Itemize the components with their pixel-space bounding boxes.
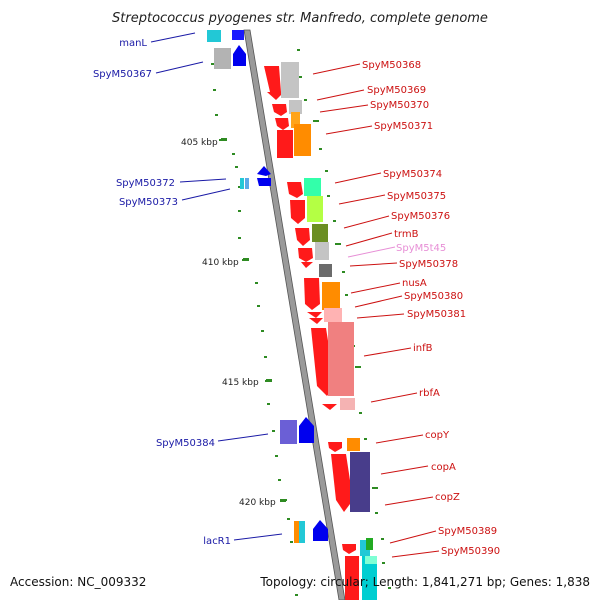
gene-label-spym50389: SpyM50389: [438, 526, 497, 537]
gene-label-spym50381: SpyM50381: [407, 309, 466, 320]
gene-label-spym50380: SpyM50380: [404, 291, 463, 302]
gene-label-spym50371: SpyM50371: [374, 121, 433, 132]
gene-label-spym50376: SpyM50376: [391, 211, 450, 222]
tick-label-420: 420 kbp: [239, 498, 276, 508]
gene-label-copz: copZ: [435, 492, 460, 503]
gene-label-spym50373: SpyM50373: [119, 197, 178, 208]
forward-strand-cds[interactable]: [264, 66, 359, 600]
gene-label-copa: copA: [431, 462, 456, 473]
gene-label-spym50370: SpyM50370: [370, 100, 429, 111]
gene-label-nusa: nusA: [402, 278, 427, 289]
accession-text: Accession: NC_009332: [10, 575, 146, 589]
tick-label-410: 410 kbp: [202, 258, 239, 268]
gene-label-spym50369: SpyM50369: [367, 85, 426, 96]
map-title: Streptococcus pyogenes str. Manfredo, co…: [112, 11, 488, 26]
forward-gene-labels[interactable]: SpyM50368 SpyM50369 SpyM50370 SpyM50371 …: [362, 60, 500, 557]
kbp-ticks: 405 kbp 410 kbp 415 kbp 420 kbp: [181, 138, 286, 508]
tick-label-415: 415 kbp: [222, 378, 259, 388]
gene-label-spym50375: SpyM50375: [387, 191, 446, 202]
reverse-strand-features[interactable]: [207, 30, 328, 543]
gene-label-lacr1: lacR1: [203, 536, 231, 547]
topology-text: Topology: circular; Length: 1,841,271 bp…: [259, 575, 590, 589]
gene-label-spym50372: SpyM50372: [116, 178, 175, 189]
gene-label-spym50384: SpyM50384: [156, 438, 215, 449]
gene-label-manl: manL: [119, 38, 147, 49]
gene-label-trmb: trmB: [394, 229, 419, 240]
tick-label-405: 405 kbp: [181, 138, 218, 148]
leader-lines-forward: [312, 63, 440, 558]
gene-label-spym50368: SpyM50368: [362, 60, 421, 71]
gene-label-spym50390: SpyM50390: [441, 546, 500, 557]
gene-label-rbfa: rbfA: [419, 388, 440, 399]
gene-label-spym50378: SpyM50378: [399, 259, 458, 270]
gene-label-infb: infB: [413, 343, 433, 354]
gene-label-spym5t45: SpyM5t45: [396, 243, 446, 254]
gene-label-spym50367: SpyM50367: [93, 69, 152, 80]
leader-line-trna: [347, 246, 396, 258]
gene-label-copy: copY: [425, 430, 450, 441]
forward-strand-cog-blocks[interactable]: [281, 62, 377, 600]
leader-lines-reverse: [150, 32, 283, 541]
reverse-gene-labels[interactable]: manL SpyM50367 SpyM50372 SpyM50373 SpyM5…: [93, 38, 231, 547]
gene-label-spym50374: SpyM50374: [383, 169, 442, 180]
